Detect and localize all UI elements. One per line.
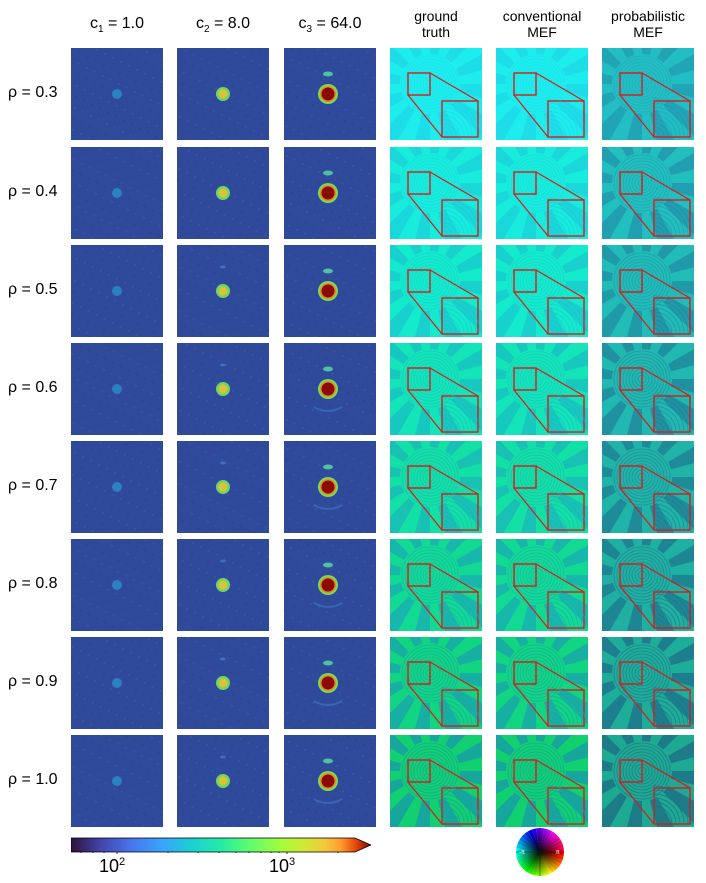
image-ground-truth-row-2 — [390, 245, 482, 337]
image-c1-row-5 — [71, 539, 163, 631]
column-header-c2: c2 = 8.0 — [195, 15, 251, 36]
image-c1-row-6 — [71, 637, 163, 729]
image-c1-row-0 — [71, 48, 163, 140]
image-ground-truth-row-7 — [390, 735, 482, 827]
image-conventional-mef-row-0 — [496, 48, 588, 140]
column-header-ground: ground truth — [414, 8, 458, 40]
row-label-1: ρ = 0.4 — [8, 183, 58, 200]
colorbar-tick-high: 103 — [269, 856, 296, 876]
row-label-3: ρ = 0.6 — [8, 379, 58, 396]
image-ground-truth-row-6 — [390, 637, 482, 729]
image-probabilistic-mef-row-7 — [602, 735, 694, 827]
row-label-5: ρ = 0.8 — [8, 575, 58, 592]
image-c3-row-1 — [284, 147, 376, 239]
column-header-c1: c1 = 1.0 — [89, 15, 145, 36]
image-c3-row-4 — [284, 441, 376, 533]
image-conventional-mef-row-7 — [496, 735, 588, 827]
image-probabilistic-mef-row-1 — [602, 147, 694, 239]
image-c3-row-6 — [284, 637, 376, 729]
image-probabilistic-mef-row-6 — [602, 637, 694, 729]
intensity-colorbar — [71, 837, 371, 854]
image-probabilistic-mef-row-2 — [602, 245, 694, 337]
image-c2-row-6 — [177, 637, 269, 729]
image-c3-row-3 — [284, 343, 376, 435]
phase-color-wheel: -π π — [516, 828, 564, 876]
image-ground-truth-row-5 — [390, 539, 482, 631]
image-conventional-mef-row-5 — [496, 539, 588, 631]
phase-left-label: -π — [519, 849, 525, 856]
row-label-2: ρ = 0.5 — [8, 281, 58, 298]
image-c2-row-4 — [177, 441, 269, 533]
column-header-c3: c3 = 64.0 — [298, 15, 362, 36]
row-label-0: ρ = 0.3 — [8, 84, 58, 101]
image-c2-row-3 — [177, 343, 269, 435]
image-probabilistic-mef-row-0 — [602, 48, 694, 140]
image-ground-truth-row-3 — [390, 343, 482, 435]
image-probabilistic-mef-row-4 — [602, 441, 694, 533]
row-label-4: ρ = 0.7 — [8, 477, 58, 494]
image-c3-row-5 — [284, 539, 376, 631]
image-c1-row-1 — [71, 147, 163, 239]
row-label-7: ρ = 1.0 — [8, 771, 58, 788]
image-c2-row-5 — [177, 539, 269, 631]
image-c3-row-7 — [284, 735, 376, 827]
image-c1-row-7 — [71, 735, 163, 827]
image-probabilistic-mef-row-5 — [602, 539, 694, 631]
image-conventional-mef-row-1 — [496, 147, 588, 239]
image-conventional-mef-row-3 — [496, 343, 588, 435]
column-header-probabilistic: probabilistic MEF — [611, 8, 685, 40]
column-header-conventional: conventional MEF — [502, 8, 582, 40]
image-c1-row-4 — [71, 441, 163, 533]
image-ground-truth-row-1 — [390, 147, 482, 239]
image-c2-row-7 — [177, 735, 269, 827]
image-c2-row-0 — [177, 48, 269, 140]
colorbar-tick-low: 102 — [99, 856, 126, 876]
image-c3-row-0 — [284, 48, 376, 140]
image-c1-row-3 — [71, 343, 163, 435]
image-ground-truth-row-4 — [390, 441, 482, 533]
image-c2-row-2 — [177, 245, 269, 337]
image-probabilistic-mef-row-3 — [602, 343, 694, 435]
image-conventional-mef-row-2 — [496, 245, 588, 337]
image-c1-row-2 — [71, 245, 163, 337]
row-label-6: ρ = 0.9 — [8, 673, 58, 690]
image-ground-truth-row-0 — [390, 48, 482, 140]
phase-right-label: π — [556, 849, 560, 856]
image-conventional-mef-row-4 — [496, 441, 588, 533]
image-conventional-mef-row-6 — [496, 637, 588, 729]
image-c3-row-2 — [284, 245, 376, 337]
image-c2-row-1 — [177, 147, 269, 239]
